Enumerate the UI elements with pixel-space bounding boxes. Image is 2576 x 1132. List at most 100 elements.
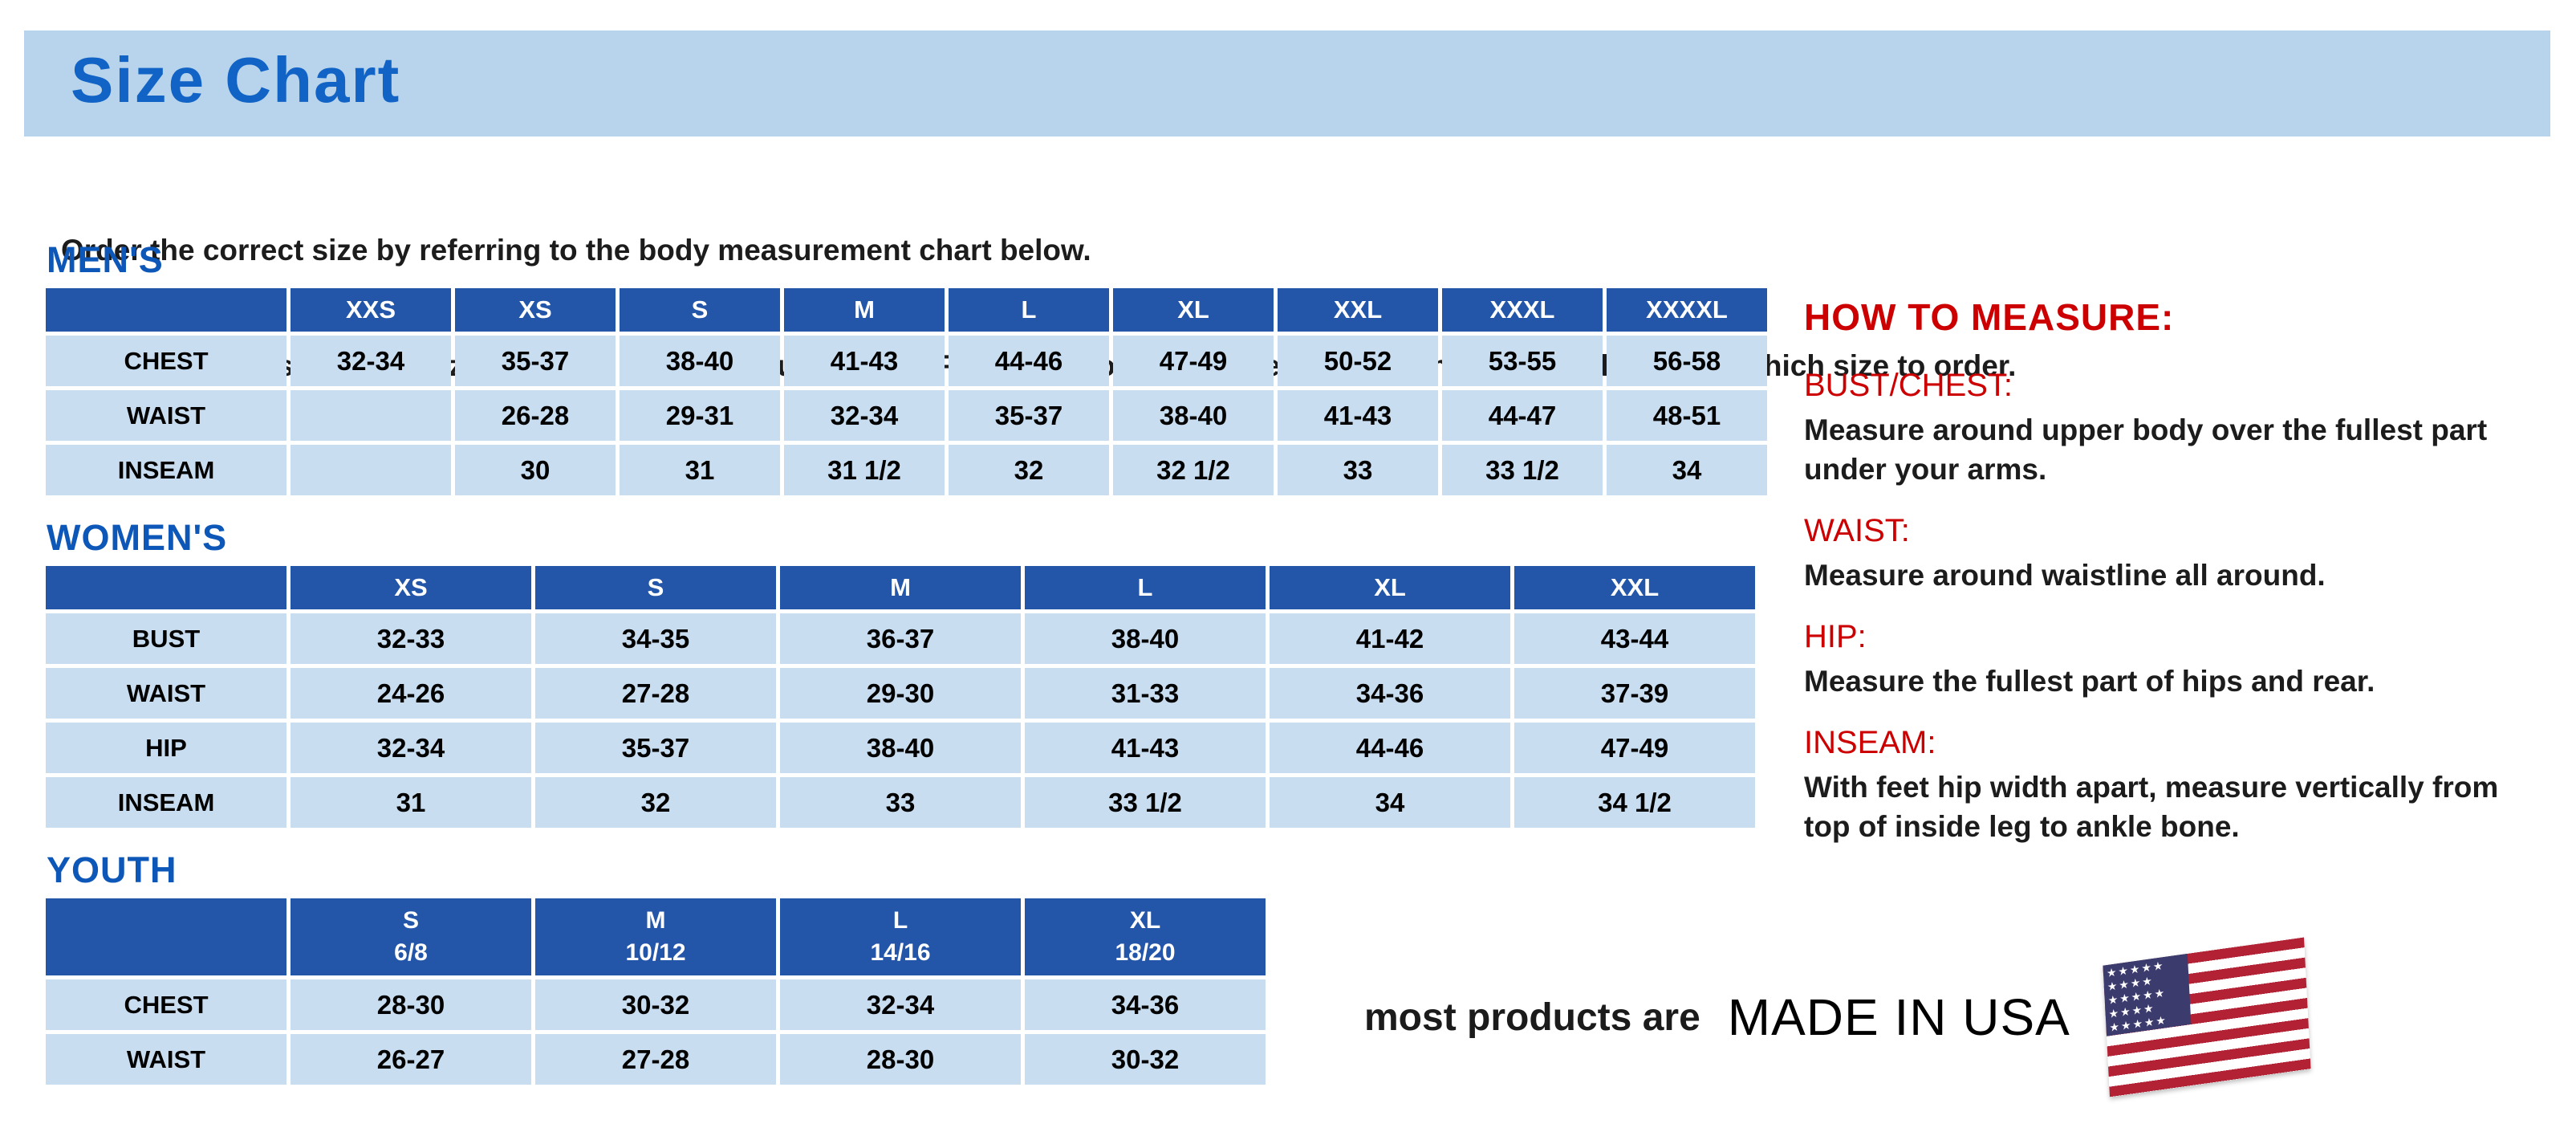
table-cell: 34: [1607, 445, 1767, 495]
table-row: WAIST 24-26 27-28 29-30 31-33 34-36 37-3…: [46, 668, 1755, 719]
table-cell: 56-58: [1607, 336, 1767, 386]
table-row: INSEAM 31 32 33 33 1/2 34 34 1/2: [46, 777, 1755, 828]
made-in-usa-line: most products are MADE IN USA: [1364, 937, 2311, 1097]
table-cell: 30-32: [535, 979, 776, 1030]
usa-flag-icon: [2103, 937, 2311, 1097]
mens-size-table: XXS XS S M L XL XXL XXXL XXXXL CHEST 32-…: [42, 284, 1771, 499]
flag-canton: [2103, 953, 2192, 1036]
table-cell: 32 1/2: [1113, 445, 1274, 495]
column-header: M: [784, 288, 945, 332]
youth-size-table: S 6/8 M 10/12 L 14/16 XL 18/20 CHEST 28-…: [42, 894, 1270, 1089]
row-label: INSEAM: [46, 445, 286, 495]
table-cell: 38-40: [1113, 390, 1274, 441]
table-row: CHEST 32-34 35-37 38-40 41-43 44-46 47-4…: [46, 336, 1767, 386]
table-cell: 44-46: [1270, 723, 1510, 773]
column-header: XXL: [1514, 566, 1755, 609]
table-cell: 32-34: [291, 723, 531, 773]
table-header-row: XXS XS S M L XL XXL XXXL XXXXL: [46, 288, 1767, 332]
table-cell: 32-34: [291, 336, 451, 386]
row-label: WAIST: [46, 668, 286, 719]
table-cell: 34 1/2: [1514, 777, 1755, 828]
table-cell: 34: [1270, 777, 1510, 828]
row-label: BUST: [46, 613, 286, 664]
table-cell: [291, 390, 451, 441]
womens-heading: WOMEN'S: [47, 517, 228, 558]
table-row: BUST 32-33 34-35 36-37 38-40 41-42 43-44: [46, 613, 1755, 664]
how-to-measure-panel: HOW TO MEASURE: BUST/CHEST: Measure arou…: [1804, 295, 2550, 846]
table-cell: 32-34: [780, 979, 1021, 1030]
table-cell: [291, 445, 451, 495]
column-header: XXL: [1278, 288, 1438, 332]
measure-section-label: INSEAM:: [1804, 725, 1936, 760]
table-cell: 26-27: [291, 1034, 531, 1085]
row-label: CHEST: [46, 336, 286, 386]
table-cell: 47-49: [1113, 336, 1274, 386]
table-cell: 50-52: [1278, 336, 1438, 386]
table-cell: 44-47: [1442, 390, 1603, 441]
table-cell: 43-44: [1514, 613, 1755, 664]
table-cell: 27-28: [535, 1034, 776, 1085]
row-label: INSEAM: [46, 777, 286, 828]
table-cell: 37-39: [1514, 668, 1755, 719]
measure-section-label: WAIST:: [1804, 513, 1910, 548]
table-cell: 31-33: [1025, 668, 1266, 719]
made-in-prefix-text: most products are: [1364, 996, 1700, 1039]
table-cell: 44-46: [949, 336, 1109, 386]
title-bar: Size Chart: [24, 31, 2550, 136]
page-title: Size Chart: [71, 44, 401, 116]
column-header: XXS: [291, 288, 451, 332]
row-label: HIP: [46, 723, 286, 773]
table-cell: 31: [620, 445, 780, 495]
womens-size-table: XS S M L XL XXL BUST 32-33 34-35 36-37 3…: [42, 562, 1759, 832]
table-cell: 38-40: [620, 336, 780, 386]
table-cell: 28-30: [780, 1034, 1021, 1085]
table-row: INSEAM 30 31 31 1/2 32 32 1/2 33 33 1/2 …: [46, 445, 1767, 495]
table-row: CHEST 28-30 30-32 32-34 34-36: [46, 979, 1266, 1030]
table-cell: 41-43: [784, 336, 945, 386]
table-cell: 35-37: [455, 336, 616, 386]
table-cell: 31: [291, 777, 531, 828]
column-header: XL 18/20: [1025, 898, 1266, 975]
table-header-row: S 6/8 M 10/12 L 14/16 XL 18/20: [46, 898, 1266, 975]
table-cell: 33: [780, 777, 1021, 828]
column-header: M 10/12: [535, 898, 776, 975]
table-cell: 33 1/2: [1025, 777, 1266, 828]
measure-section-text: Measure around waistline all around.: [1804, 559, 2326, 592]
measure-section-text: With feet hip width apart, measure verti…: [1804, 771, 2499, 843]
table-cell: 32: [949, 445, 1109, 495]
table-cell: 34-36: [1270, 668, 1510, 719]
row-label: WAIST: [46, 390, 286, 441]
table-cell: 30: [455, 445, 616, 495]
table-cell: 35-37: [949, 390, 1109, 441]
how-to-measure-heading: HOW TO MEASURE:: [1804, 296, 2175, 338]
column-header: L: [949, 288, 1109, 332]
table-cell: 26-28: [455, 390, 616, 441]
corner-cell: [46, 898, 286, 975]
table-cell: 41-43: [1278, 390, 1438, 441]
measure-section-label: HIP:: [1804, 619, 1867, 654]
measure-section-text: Measure the fullest part of hips and rea…: [1804, 665, 2375, 698]
table-cell: 24-26: [291, 668, 531, 719]
table-cell: 28-30: [291, 979, 531, 1030]
table-cell: 35-37: [535, 723, 776, 773]
table-row: WAIST 26-27 27-28 28-30 30-32: [46, 1034, 1266, 1085]
column-header: XL: [1270, 566, 1510, 609]
table-row: WAIST 26-28 29-31 32-34 35-37 38-40 41-4…: [46, 390, 1767, 441]
table-cell: 32-34: [784, 390, 945, 441]
table-cell: 29-30: [780, 668, 1021, 719]
column-header: L: [1025, 566, 1266, 609]
column-header: XS: [291, 566, 531, 609]
column-header: XXXXL: [1607, 288, 1767, 332]
table-cell: 32-33: [291, 613, 531, 664]
column-header: S: [620, 288, 780, 332]
table-cell: 47-49: [1514, 723, 1755, 773]
measure-section-label: BUST/CHEST:: [1804, 368, 2013, 403]
table-cell: 34-35: [535, 613, 776, 664]
column-header: XXXL: [1442, 288, 1603, 332]
made-in-usa-text: MADE IN USA: [1727, 988, 2070, 1046]
table-cell: 29-31: [620, 390, 780, 441]
table-cell: 31 1/2: [784, 445, 945, 495]
table-header-row: XS S M L XL XXL: [46, 566, 1755, 609]
corner-cell: [46, 288, 286, 332]
table-cell: 41-43: [1025, 723, 1266, 773]
